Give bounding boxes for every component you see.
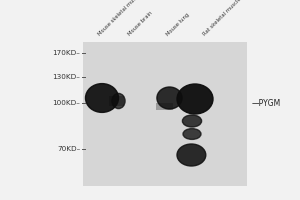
Ellipse shape [85,84,118,112]
Text: 70KD–: 70KD– [57,146,80,152]
Ellipse shape [157,87,182,109]
Text: 100KD–: 100KD– [52,100,80,106]
Ellipse shape [177,144,206,166]
Ellipse shape [177,84,213,114]
Text: 170KD–: 170KD– [52,50,80,56]
Bar [82,42,159,186]
Text: 130KD–: 130KD– [52,74,80,80]
Text: Mouse lung: Mouse lung [166,12,191,37]
Bar [156,103,172,110]
Bar [109,96,124,106]
Ellipse shape [182,115,202,127]
Text: Mouse brain: Mouse brain [127,11,153,37]
Text: Rat skeletal muscle: Rat skeletal muscle [202,0,242,37]
Text: —PYGM: —PYGM [252,98,281,108]
Ellipse shape [112,93,125,109]
Ellipse shape [183,129,201,139]
Bar [159,42,247,186]
Text: Mouse skeletal muscle: Mouse skeletal muscle [97,0,143,37]
